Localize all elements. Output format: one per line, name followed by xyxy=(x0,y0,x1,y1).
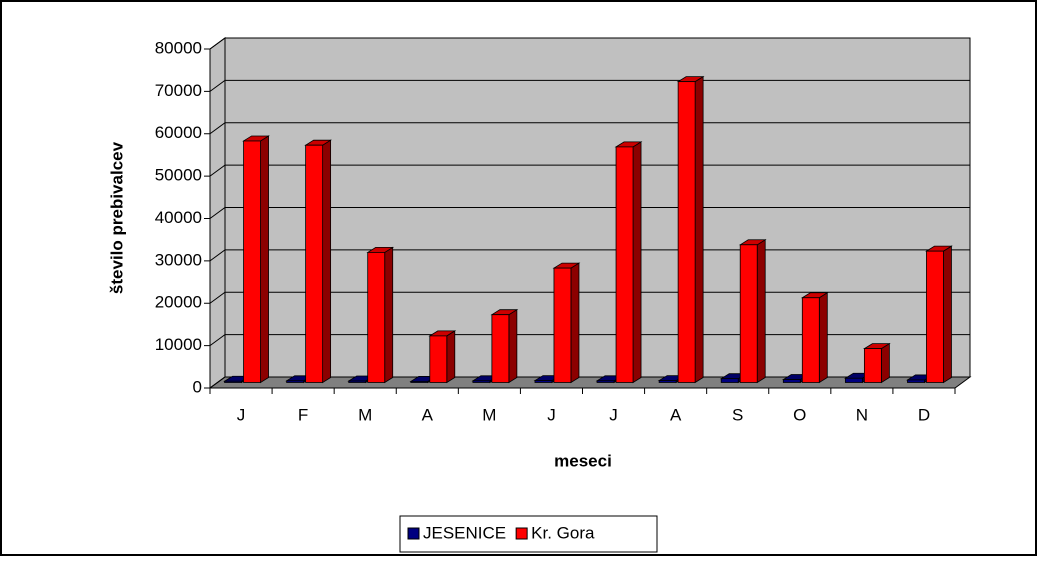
x-tick-label: O xyxy=(793,405,806,424)
bar xyxy=(720,378,739,383)
bar xyxy=(472,380,491,383)
bar-side xyxy=(943,245,952,384)
y-tick-label: 30000 xyxy=(155,250,202,269)
grid-line xyxy=(209,334,970,347)
y-tick-label: 20000 xyxy=(155,293,202,312)
bar-side xyxy=(384,246,394,384)
bar xyxy=(615,146,634,383)
bar xyxy=(410,381,429,383)
bar xyxy=(224,380,242,383)
legend-items: JESENICE Kr. Gora xyxy=(407,523,595,542)
legend-swatch xyxy=(407,527,420,540)
bar-side xyxy=(260,135,269,384)
x-tick-label: F xyxy=(298,405,308,424)
bar-side xyxy=(446,330,456,384)
bar xyxy=(553,267,572,383)
legend-label: JESENICE xyxy=(423,523,506,542)
bar-side xyxy=(818,292,828,384)
bar-side xyxy=(570,262,580,384)
bar-side xyxy=(694,75,704,384)
x-tick-label: J xyxy=(547,405,556,424)
bar xyxy=(243,140,261,383)
x-tick-label: J xyxy=(609,405,618,424)
grid-line xyxy=(209,249,970,262)
bar xyxy=(429,335,448,383)
y-tick-label: 60000 xyxy=(155,123,202,142)
bar xyxy=(907,379,925,383)
bar-side xyxy=(508,308,518,384)
bar-side xyxy=(322,139,332,384)
y-tick-label: 0 xyxy=(193,377,202,396)
legend-label: Kr. Gora xyxy=(531,523,595,542)
bar xyxy=(739,244,758,383)
x-tick-label: N xyxy=(856,405,868,424)
legend xyxy=(399,515,658,553)
y-tick-label: 40000 xyxy=(155,208,202,227)
x-tick-label: A xyxy=(422,405,434,424)
y-tick-label: 80000 xyxy=(155,38,202,57)
bar xyxy=(596,380,615,383)
bar-side xyxy=(756,239,766,384)
bar xyxy=(844,377,863,383)
bar xyxy=(801,297,820,383)
grid-line xyxy=(209,376,970,389)
bar-side xyxy=(632,141,642,384)
bar xyxy=(534,380,553,383)
grid-line xyxy=(209,164,970,177)
bar xyxy=(286,380,305,383)
y-tick-label: 70000 xyxy=(155,81,202,100)
bar xyxy=(658,380,677,383)
bar xyxy=(677,81,696,383)
x-tick-label: M xyxy=(482,405,496,424)
bar xyxy=(926,250,944,383)
grid-line xyxy=(209,79,970,92)
bar xyxy=(305,144,324,383)
x-tick-label: M xyxy=(358,405,372,424)
x-tick-label: S xyxy=(732,405,743,424)
grid-line xyxy=(209,37,970,50)
legend-swatch xyxy=(515,527,528,540)
y-axis-title: število prebivalcev xyxy=(107,141,126,294)
bar xyxy=(782,379,801,383)
x-tick-label: A xyxy=(670,405,682,424)
bar xyxy=(367,252,386,383)
x-tick-label: J xyxy=(237,405,246,424)
bar xyxy=(863,348,882,383)
bar xyxy=(348,380,367,383)
grid-line xyxy=(209,122,970,135)
y-tick-label: 50000 xyxy=(155,166,202,185)
bar xyxy=(491,314,510,383)
bar-side xyxy=(880,342,890,384)
plot-area: 0 10000 20000 30000 40000 50000 60000 70000 8000… xyxy=(155,37,972,424)
x-axis-title: meseci xyxy=(554,451,612,470)
y-tick-label: 10000 xyxy=(155,335,202,354)
x-tick-label: D xyxy=(918,405,930,424)
grid-line xyxy=(209,291,970,304)
grid-line xyxy=(209,207,970,219)
